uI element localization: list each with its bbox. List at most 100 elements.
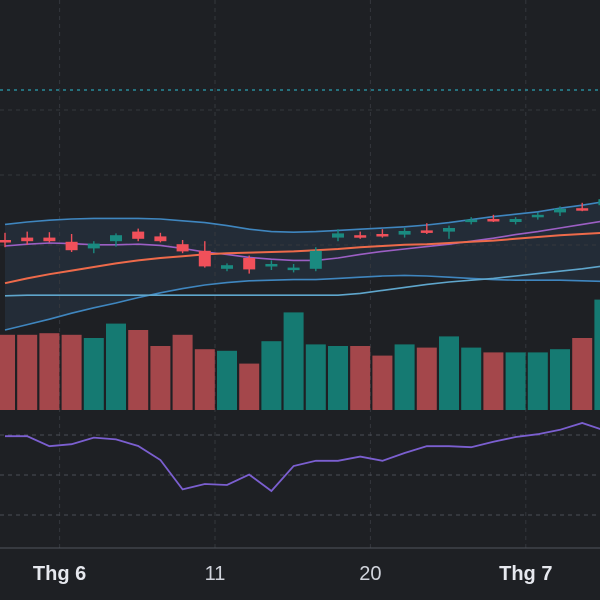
candle [198, 241, 211, 268]
candle [598, 199, 600, 206]
candle-body [531, 214, 544, 218]
candle [354, 231, 367, 239]
volume-bar [416, 347, 437, 410]
candle-body [465, 219, 478, 223]
volume-bar [283, 312, 304, 410]
candle [465, 217, 478, 225]
candle [554, 206, 566, 216]
candle [309, 247, 322, 272]
candle [132, 228, 145, 242]
overlay-line-5 [4, 265, 600, 297]
volume-bar [239, 363, 260, 410]
candle [21, 231, 34, 245]
overlay-line-4 [4, 232, 600, 285]
candle [110, 233, 122, 247]
candle-body [443, 228, 455, 232]
candlestick-series [0, 199, 600, 274]
candle-body [287, 267, 300, 271]
volume-bar [106, 323, 126, 410]
volume-bar [17, 334, 38, 410]
overlay-line-3 [4, 274, 600, 331]
volume-bar [128, 330, 149, 410]
volume-bar [394, 344, 415, 410]
candle-body [309, 250, 322, 269]
volume-bar [150, 346, 171, 410]
candle [65, 234, 78, 252]
overlay-line-2 [4, 201, 600, 234]
x-tick-label: Thg 7 [499, 563, 553, 585]
volume-bar [305, 344, 326, 410]
candle-body [509, 219, 522, 222]
candle-body [487, 219, 500, 222]
volume-bar [461, 347, 482, 410]
candle [398, 228, 411, 238]
candle-body [332, 233, 344, 238]
volume-bar [61, 334, 82, 410]
candle [221, 263, 233, 272]
volume-series [0, 299, 600, 410]
candle [332, 229, 344, 242]
volume-bar [261, 341, 282, 410]
volume-bar [505, 352, 526, 410]
candle [176, 240, 189, 254]
candle-body [243, 258, 256, 270]
candle-body [87, 243, 100, 249]
volume-bar [172, 334, 193, 410]
volume-bar [328, 346, 348, 410]
candle [420, 223, 433, 234]
candle [531, 212, 544, 220]
band-fill [5, 202, 600, 330]
volume-bar [572, 338, 593, 410]
volume-bar [527, 352, 548, 410]
candle [487, 214, 500, 222]
x-tick-label: 11 [204, 563, 226, 585]
candle-body [354, 235, 367, 238]
candle-body [265, 264, 278, 267]
x-tick-label: 20 [359, 563, 382, 585]
candle-body [398, 231, 411, 235]
candle [43, 232, 56, 243]
candle-body [221, 265, 233, 269]
volume-bar [39, 333, 60, 410]
candle-body [376, 234, 389, 237]
candle-body [154, 236, 167, 242]
volume-bar [0, 334, 15, 410]
candle-body [176, 244, 189, 252]
candle [154, 232, 167, 243]
volume-bar [83, 338, 104, 410]
candle [243, 255, 256, 274]
overlay-line-1 [4, 220, 600, 262]
rsi-panel [0, 422, 600, 516]
volume-bar [350, 346, 371, 410]
candle-body [198, 250, 211, 267]
candle [0, 232, 11, 248]
candle-body [110, 235, 122, 242]
rsi-line [5, 422, 600, 493]
volume-bar [439, 336, 459, 410]
candle-body [576, 208, 589, 211]
candle-body [132, 231, 145, 239]
candle [87, 241, 100, 254]
volume-bar [550, 349, 570, 410]
candle [443, 225, 455, 239]
candle-body [21, 237, 34, 242]
candle-body [65, 241, 78, 251]
volume-bar [483, 352, 504, 410]
x-tick-label: Thg 6 [32, 563, 87, 585]
candle [265, 260, 278, 270]
candle-body [598, 199, 600, 206]
volume-bar [194, 349, 215, 410]
volume-bar [594, 299, 600, 410]
candle [509, 217, 522, 225]
volume-bar [217, 350, 237, 410]
candle-body [0, 240, 11, 243]
candle [287, 264, 300, 273]
candle-body [43, 237, 56, 242]
volume-bar [372, 355, 393, 410]
candle-body [554, 208, 566, 213]
candle-body [420, 230, 433, 233]
moving-average-lines [4, 201, 600, 331]
